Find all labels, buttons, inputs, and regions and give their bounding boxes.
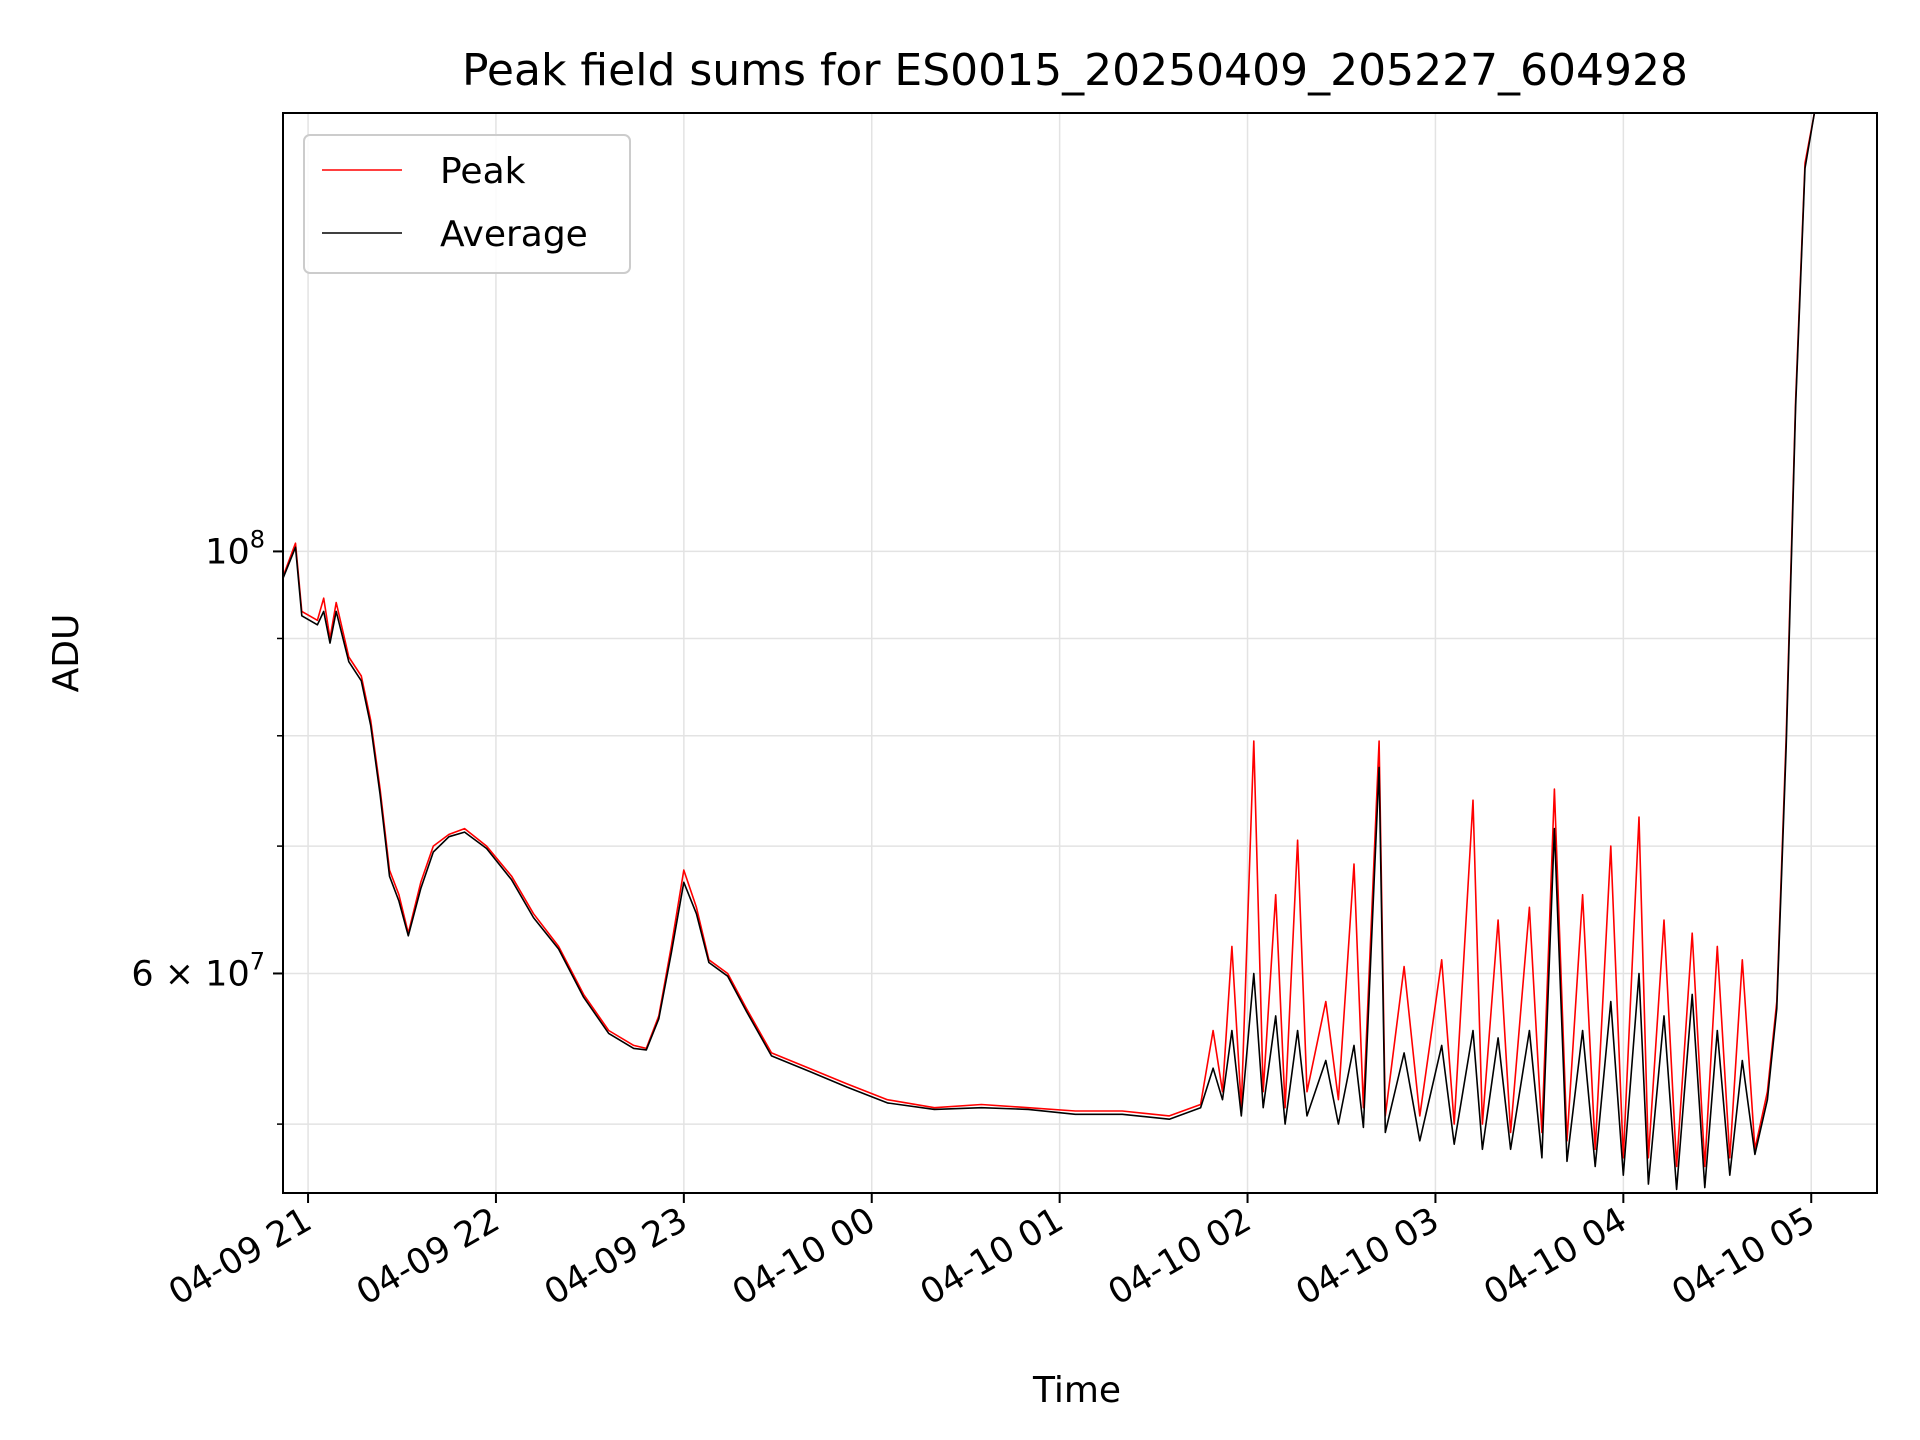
- series-line-peak: [283, 113, 1816, 1168]
- series-line-average: [283, 113, 1816, 1191]
- y-axis-label: ADU: [46, 614, 87, 693]
- y-tick-base: 6 × 10: [131, 954, 249, 994]
- y-tick-label: 108: [205, 525, 265, 572]
- chart-title: Peak field sums for ES0015_20250409_2052…: [462, 45, 1688, 96]
- x-axis-label: Time: [1032, 1370, 1121, 1411]
- y-tick-exponent: 7: [250, 947, 265, 975]
- y-axis: 6 × 107 108: [131, 525, 283, 1125]
- legend-label-average: Average: [440, 214, 588, 255]
- legend: Peak Average: [303, 134, 631, 274]
- y-tick-exponent: 8: [250, 525, 265, 553]
- legend-label-peak: Peak: [440, 151, 526, 192]
- plot-frame: [282, 112, 1878, 1194]
- series-layer: [283, 113, 1816, 1191]
- y-tick-base: 10: [205, 532, 250, 572]
- y-tick-label: 6 × 107: [131, 947, 265, 994]
